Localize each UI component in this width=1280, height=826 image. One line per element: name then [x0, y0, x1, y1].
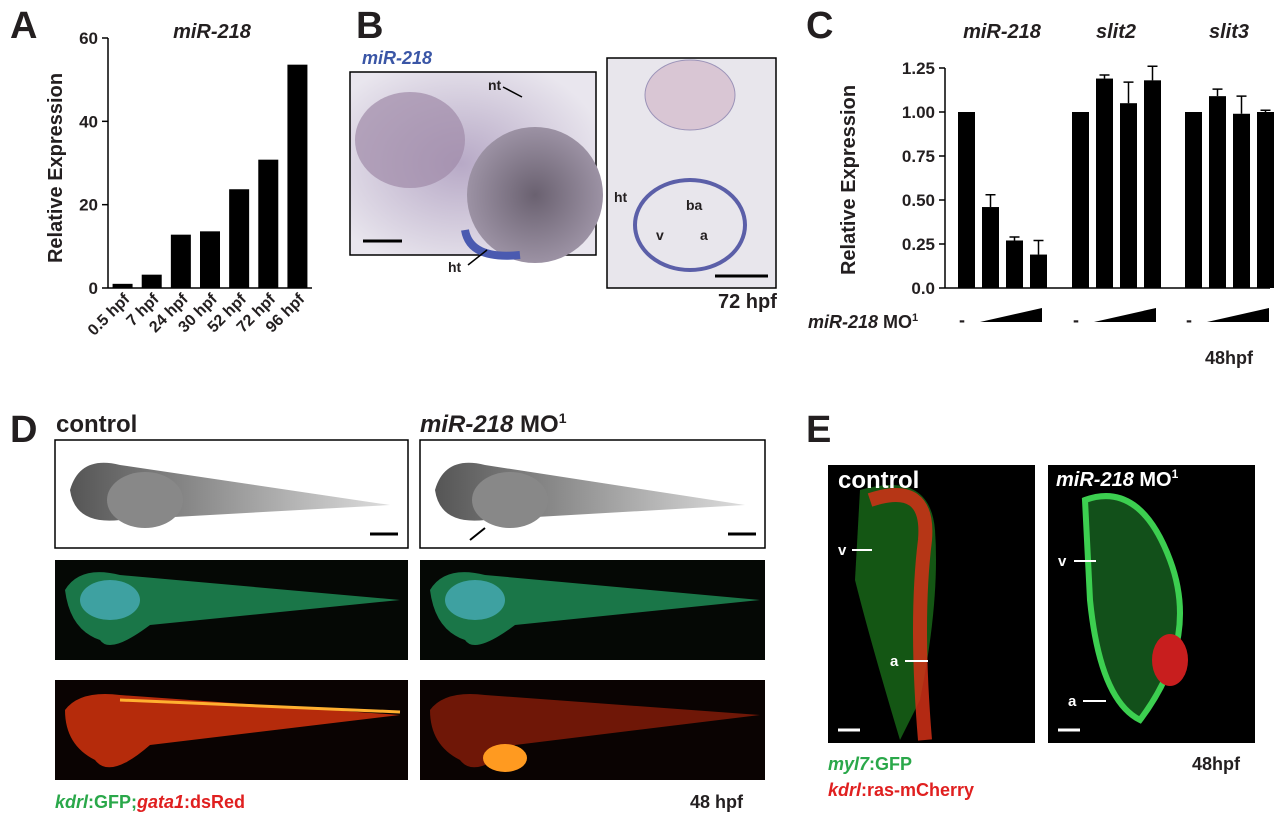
- anno: v: [1058, 553, 1067, 570]
- head: [355, 92, 465, 188]
- stage: 72 hpf: [718, 291, 777, 313]
- bar: [258, 159, 279, 288]
- anno: a: [1068, 693, 1077, 710]
- anno: v: [656, 227, 664, 243]
- panel-b: miR-218 nt ht ht ba v a 72 hpf: [349, 48, 777, 313]
- fluorescence-red: [55, 680, 765, 780]
- y-tick-label: 0: [89, 279, 98, 298]
- panel-letter: D: [10, 409, 37, 451]
- panel-letter: C: [806, 5, 833, 47]
- arrow: [502, 86, 523, 98]
- panel-letter: B: [356, 5, 383, 47]
- group-label: miR-218: [963, 21, 1042, 43]
- control-mark: -: [1186, 310, 1192, 330]
- bar: [958, 112, 975, 288]
- bar: [200, 231, 220, 288]
- error-bar: [1009, 236, 1020, 241]
- reporter: kdrl:GFP;gata1:dsRed: [55, 792, 245, 812]
- yolk: [467, 127, 603, 263]
- bar: [982, 207, 999, 288]
- bar: [1185, 112, 1202, 288]
- stage: 48 hpf: [690, 792, 744, 812]
- brightfield: [54, 439, 766, 549]
- y-tick-label: 0.0: [911, 279, 935, 298]
- y-tick-label: 0.75: [902, 147, 935, 166]
- anno: a: [890, 653, 899, 670]
- error-bar: [1212, 88, 1223, 97]
- y-tick-label: 20: [79, 196, 98, 215]
- group-label: slit2: [1096, 21, 1136, 43]
- condition: miR-218 MO1: [420, 410, 567, 438]
- y-axis-label: Relative Expression: [45, 73, 67, 263]
- bar: [1209, 96, 1226, 288]
- y-tick-label: 60: [79, 29, 98, 48]
- error-bar: [1099, 74, 1110, 79]
- y-tick-label: 40: [79, 112, 98, 131]
- bar: [1096, 78, 1113, 288]
- anno: a: [700, 227, 708, 243]
- anno: ht: [614, 189, 628, 205]
- y-tick-label: 0.50: [902, 191, 935, 210]
- panel-d: control miR-218 MO1 kdrl:GFP;gata1:dsRed…: [54, 410, 766, 812]
- arrow: [467, 249, 488, 266]
- y-axis-label: Relative Expression: [838, 85, 860, 275]
- dose-triangle: [980, 308, 1042, 322]
- anno: ht: [448, 259, 462, 275]
- y-tick-label: 1.00: [902, 103, 935, 122]
- bar: [1006, 240, 1023, 288]
- bar: [229, 189, 250, 288]
- heart-stain: [461, 229, 521, 260]
- bar: [1072, 112, 1089, 288]
- bar: [1144, 80, 1161, 288]
- bar: [1233, 113, 1250, 288]
- cells: [1152, 634, 1188, 686]
- anno: ba: [686, 197, 703, 213]
- stain-label: miR-218: [362, 48, 432, 68]
- fluorescence-green: [55, 560, 765, 660]
- panel-letter: A: [10, 5, 37, 47]
- bar: [170, 234, 191, 288]
- bar: [1257, 112, 1274, 288]
- dose-triangle: [1207, 308, 1269, 322]
- error-bar: [1236, 95, 1247, 114]
- dose-triangle: [1094, 308, 1156, 322]
- group-label: slit3: [1209, 21, 1249, 43]
- anno: nt: [488, 77, 502, 93]
- condition: control: [56, 411, 137, 438]
- panel-c: Relative Expression miR-218 MO1 48hpf 0.…: [808, 21, 1274, 368]
- panel-e: control miR-218 MO1 v a v a myl7:GFP kdr…: [828, 465, 1255, 800]
- section-part: [633, 178, 747, 272]
- error-bar: [1123, 81, 1134, 104]
- bar: [1030, 254, 1047, 288]
- endocardium: [867, 488, 933, 741]
- bar: [141, 274, 162, 288]
- error-bar: [1033, 239, 1044, 255]
- reporter: kdrl:ras-mCherry: [828, 780, 974, 800]
- error-bar: [1147, 65, 1158, 81]
- treatment-label: miR-218 MO1: [808, 312, 918, 332]
- error-bar: [985, 193, 996, 208]
- panel-letter: E: [806, 409, 831, 451]
- condition: control: [838, 467, 919, 494]
- section-part: [644, 59, 736, 131]
- bar: [1120, 103, 1137, 288]
- chart-title: miR-218: [173, 21, 252, 43]
- stage: 48hpf: [1205, 348, 1254, 368]
- anno: v: [838, 542, 847, 559]
- reporter: myl7:GFP: [828, 754, 912, 774]
- control-mark: -: [959, 310, 965, 330]
- y-tick-label: 0.25: [902, 235, 935, 254]
- stage: 48hpf: [1192, 754, 1241, 774]
- control-mark: -: [1073, 310, 1079, 330]
- bar: [287, 64, 308, 289]
- bar: [112, 283, 133, 288]
- y-tick-label: 1.25: [902, 59, 935, 78]
- error-bar: [1260, 109, 1271, 112]
- condition: miR-218 MO1: [1056, 467, 1179, 491]
